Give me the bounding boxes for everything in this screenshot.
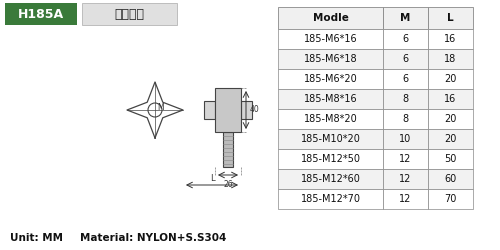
Bar — [383, 129, 428, 149]
Text: 12: 12 — [400, 154, 411, 164]
Bar — [278, 89, 383, 109]
Bar — [428, 149, 473, 169]
Text: M: M — [400, 13, 410, 23]
Text: 8: 8 — [402, 94, 408, 104]
Text: 185-M6*16: 185-M6*16 — [304, 34, 358, 44]
Text: 185-M6*18: 185-M6*18 — [304, 54, 358, 64]
Text: 60: 60 — [444, 174, 456, 184]
Text: 星型螺母: 星型螺母 — [114, 8, 144, 20]
Bar — [428, 69, 473, 89]
Text: Material: NYLON+S.S304: Material: NYLON+S.S304 — [80, 233, 227, 243]
Bar — [428, 89, 473, 109]
Bar — [428, 169, 473, 189]
Bar — [278, 129, 383, 149]
Bar — [215, 88, 241, 132]
Bar — [428, 49, 473, 69]
Text: 10: 10 — [400, 134, 411, 144]
Text: 185-M8*20: 185-M8*20 — [304, 114, 358, 124]
Text: 185-M12*50: 185-M12*50 — [300, 154, 360, 164]
Bar — [278, 149, 383, 169]
Text: 12: 12 — [400, 174, 411, 184]
Text: 8: 8 — [402, 114, 408, 124]
Bar — [5, 3, 77, 25]
Text: Unit: MM: Unit: MM — [10, 233, 63, 243]
Bar — [82, 3, 177, 25]
Text: 18: 18 — [444, 54, 456, 64]
Text: 40: 40 — [250, 106, 260, 114]
Bar — [428, 109, 473, 129]
Text: Modle: Modle — [312, 13, 348, 23]
Bar — [278, 29, 383, 49]
Bar — [278, 69, 383, 89]
Text: 16: 16 — [444, 34, 456, 44]
Text: 185-M6*20: 185-M6*20 — [304, 74, 358, 84]
Text: 6: 6 — [402, 54, 408, 64]
Bar — [383, 7, 428, 29]
Bar — [278, 7, 383, 29]
Bar — [204, 101, 215, 119]
Text: M: M — [157, 102, 164, 112]
Bar — [383, 149, 428, 169]
Bar — [278, 169, 383, 189]
Text: 20: 20 — [444, 114, 456, 124]
Text: 20: 20 — [444, 134, 456, 144]
Bar — [383, 189, 428, 209]
Text: 185-M12*60: 185-M12*60 — [300, 174, 360, 184]
Text: 12: 12 — [400, 194, 411, 204]
Bar — [278, 189, 383, 209]
Text: 185-M12*70: 185-M12*70 — [300, 194, 360, 204]
Text: L: L — [447, 13, 454, 23]
Bar — [383, 29, 428, 49]
Text: 20: 20 — [444, 74, 456, 84]
Bar — [278, 109, 383, 129]
Text: 50: 50 — [444, 154, 456, 164]
Bar — [383, 109, 428, 129]
Text: L: L — [210, 174, 214, 183]
Text: 185-M8*16: 185-M8*16 — [304, 94, 358, 104]
Text: 16: 16 — [444, 94, 456, 104]
Text: 6: 6 — [402, 34, 408, 44]
Bar — [223, 132, 233, 167]
Text: 6: 6 — [402, 74, 408, 84]
Bar — [383, 69, 428, 89]
Bar — [428, 7, 473, 29]
Text: 70: 70 — [444, 194, 456, 204]
Text: 185-M10*20: 185-M10*20 — [300, 134, 360, 144]
Bar — [428, 129, 473, 149]
Bar — [278, 49, 383, 69]
Bar — [428, 29, 473, 49]
Text: 26: 26 — [223, 180, 233, 189]
Bar — [428, 189, 473, 209]
Text: H185A: H185A — [18, 8, 64, 20]
Bar — [383, 89, 428, 109]
Bar — [383, 49, 428, 69]
Bar — [383, 169, 428, 189]
Bar — [241, 101, 252, 119]
